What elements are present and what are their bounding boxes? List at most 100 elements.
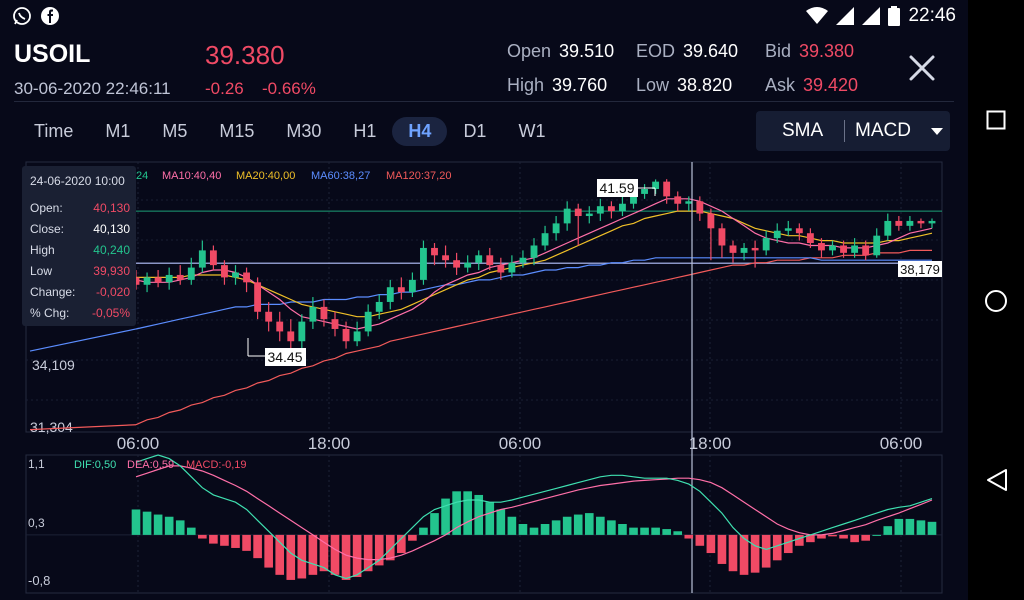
macd-bar [806,534,815,543]
indicator-selector[interactable]: SMA MACD [756,111,950,151]
candle-body [729,245,737,253]
signal-icon [836,7,855,25]
info-change: Change: -0,020 [30,285,130,299]
android-nav-bar [968,0,1024,600]
low-quote: Low 38.820 [636,75,733,95]
eod-quote: EOD 39.640 [636,41,739,61]
tab-m30[interactable]: M30 [286,120,322,141]
candle-body [795,228,803,234]
timeframe-bar: Time M1 M5 M15 M30 H1 H4 D1 W1 [18,116,561,146]
ma20-legend: MA20:40,00 [236,170,295,182]
x-axis-label: 06:00 [880,434,923,453]
macd-bar [385,534,395,561]
price-change: -0.26 [205,79,244,98]
candle-body [442,255,449,261]
dea-line [135,465,933,561]
candle-body [740,247,748,253]
dea-legend: DEA:0,59 [127,459,174,471]
macd-bar [374,534,384,566]
macd-top-label: 1,1 [28,457,45,471]
candle-body [563,208,571,224]
macd-bar [596,516,605,535]
home-icon[interactable] [984,289,1008,313]
tab-w1[interactable]: W1 [518,120,546,141]
macd-panel-frame [25,454,943,594]
macd-bar [529,527,539,535]
candle-body [806,233,814,244]
ma60-legend: MA60:38,27 [311,170,370,182]
chevron-down-icon[interactable] [931,127,943,135]
candle-body [431,247,438,256]
candle-body [243,272,250,283]
current-price-label: 38,179 [900,262,940,277]
macd-bar [164,516,174,535]
ma10-legend: MA10:40,40 [162,170,221,182]
macd-bar [220,534,229,546]
macd-bar [131,509,141,535]
candle-body [762,238,770,251]
macd-bar [651,527,660,535]
candle-body [818,243,825,251]
min-label-box [265,348,306,366]
macd-bar [861,534,870,541]
candle-body [773,230,781,239]
ask-quote: Ask 39.420 [765,75,859,95]
crosshair-info-panel: 24-06-2020 10:00 Open: 40,130 Close: 40,13… [22,166,136,326]
macd-bar [850,534,859,543]
price-chart[interactable]: 06:00 18:00 06:00 18:00 06:00 34,109 31,304 41.… [0,0,968,600]
macd-bar [186,527,196,535]
ma120-line [135,249,932,426]
macd-bar [772,534,782,561]
candle-body [497,265,505,273]
macd-bar [573,514,583,535]
macd-bar [872,534,882,536]
info-open: Open: 40,130 [30,201,130,215]
tab-h4[interactable]: H4 [392,116,448,146]
candle-body [873,235,881,256]
close-icon[interactable] [904,50,940,86]
signal-icon-2 [862,7,881,25]
macd-bar [153,514,163,535]
macd-bar [783,534,793,554]
macd-bar [175,520,185,535]
battery-icon [888,6,901,26]
sub-indicator-button[interactable]: MACD [855,120,911,141]
open-quote: Open 39.510 [507,41,615,61]
macd-bar [662,529,671,535]
info-close: Close: 40,130 [30,222,130,236]
back-icon[interactable] [986,468,1008,492]
candle-body [397,287,405,293]
macd-bar [485,502,495,535]
candle-body [265,311,273,322]
macd-bar [496,509,506,535]
macd-zero-label: 0,3 [28,516,45,530]
macd-bar [607,520,616,535]
tab-m15[interactable]: M15 [219,120,255,141]
main-indicator-button[interactable]: SMA [782,120,824,141]
ma5-legend: 24 [136,170,148,182]
time-label[interactable]: Time [34,120,74,141]
current-price-box [898,261,942,277]
candle-body [309,306,317,322]
tab-m5[interactable]: M5 [162,120,188,141]
candle-body [674,196,682,204]
tab-m1[interactable]: M1 [105,120,131,141]
tab-d1[interactable]: D1 [463,120,487,141]
macd-bar [883,526,893,535]
macd-bar [452,491,461,535]
candle-body [685,201,693,204]
candle-body [320,306,328,320]
macd-bar [319,534,329,572]
macd-bar [562,516,572,535]
candle-body [165,274,173,283]
macd-bar [629,527,638,535]
high-quote: High 39.760 [507,75,608,95]
candle-body [541,233,549,246]
recents-icon[interactable] [986,110,1006,130]
candle-body [475,255,483,263]
price-panel-frame [25,161,943,433]
candle-body [486,255,494,266]
candle-body [851,245,859,253]
candle-body [187,267,195,280]
tab-h1[interactable]: H1 [353,120,377,141]
